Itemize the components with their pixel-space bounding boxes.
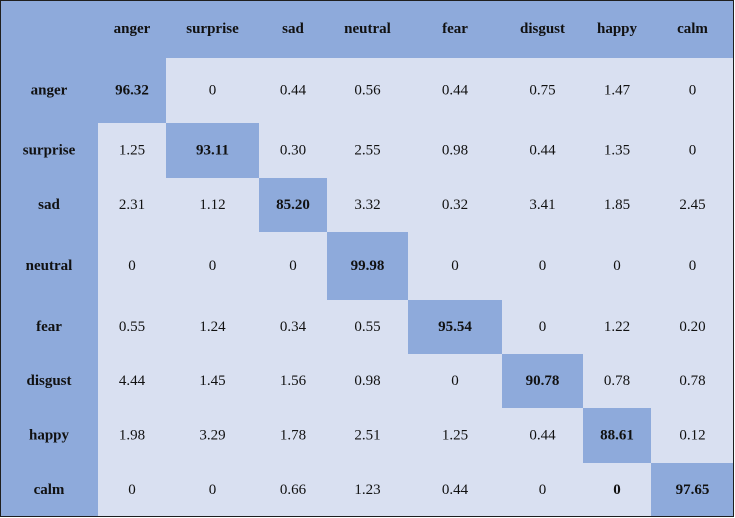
diagonal-cell-sad (259, 178, 327, 232)
cell-sad-calm: 2.45 (679, 197, 705, 213)
cell-surprise-happy: 1.35 (604, 143, 630, 159)
cell-happy-surprise: 3.29 (199, 428, 225, 444)
cell-neutral-disgust: 0 (539, 258, 547, 274)
cell-sad-neutral: 3.32 (354, 197, 380, 213)
diagonal-cell-calm (651, 463, 734, 517)
cell-disgust-disgust: 90.78 (526, 373, 560, 389)
diagonal-cell-anger (98, 58, 166, 123)
cell-sad-sad: 85.20 (276, 197, 310, 213)
cell-anger-neutral: 0.56 (354, 83, 381, 99)
row-header-surprise: surprise (23, 143, 76, 159)
cell-calm-neutral: 1.23 (354, 482, 380, 498)
cell-disgust-sad: 1.56 (280, 373, 307, 389)
diagonal-cell-fear (408, 300, 502, 354)
cell-disgust-surprise: 1.45 (199, 373, 225, 389)
cell-calm-disgust: 0 (539, 482, 547, 498)
cell-disgust-anger: 4.44 (119, 373, 146, 389)
cell-fear-surprise: 1.24 (199, 319, 226, 335)
cell-fear-anger: 0.55 (119, 319, 145, 335)
row-header-happy: happy (29, 428, 70, 444)
column-header-surprise: surprise (186, 21, 239, 37)
column-header-happy: happy (597, 21, 638, 37)
row-header-calm: calm (34, 482, 65, 498)
column-header-neutral: neutral (344, 21, 391, 37)
diagonal-cell-surprise (166, 123, 259, 178)
row-header-neutral: neutral (26, 258, 73, 274)
cell-surprise-anger: 1.25 (119, 143, 145, 159)
cell-happy-happy: 88.61 (600, 428, 634, 444)
cell-happy-fear: 1.25 (442, 428, 468, 444)
cell-surprise-neutral: 2.55 (354, 143, 380, 159)
cell-fear-disgust: 0 (539, 319, 547, 335)
labels-layer: anger surprise sad neutral fear disgust happy c… (23, 21, 710, 498)
cell-disgust-calm: 0.78 (679, 373, 705, 389)
cell-anger-surprise: 0 (209, 83, 217, 99)
cell-anger-happy: 1.47 (604, 83, 631, 99)
cell-disgust-happy: 0.78 (604, 373, 630, 389)
cell-calm-anger: 0 (128, 482, 136, 498)
cell-surprise-fear: 0.98 (442, 143, 468, 159)
cell-disgust-fear: 0 (451, 373, 459, 389)
cell-sad-anger: 2.31 (119, 197, 145, 213)
cell-neutral-happy: 0 (613, 258, 621, 274)
column-header-band (0, 0, 734, 58)
cell-sad-fear: 0.32 (442, 197, 468, 213)
cell-anger-anger: 96.32 (115, 83, 149, 99)
cell-calm-sad: 0.66 (280, 482, 307, 498)
cell-fear-sad: 0.34 (280, 319, 307, 335)
diagonal-cell-disgust (502, 354, 583, 408)
cell-neutral-anger: 0 (128, 258, 136, 274)
cell-anger-fear: 0.44 (442, 83, 469, 99)
cell-sad-happy: 1.85 (604, 197, 630, 213)
cell-surprise-disgust: 0.44 (529, 143, 556, 159)
cell-happy-disgust: 0.44 (529, 428, 556, 444)
column-header-calm: calm (677, 21, 708, 37)
cell-happy-neutral: 2.51 (354, 428, 380, 444)
cell-disgust-neutral: 0.98 (354, 373, 380, 389)
cell-fear-calm: 0.20 (679, 319, 705, 335)
cell-neutral-calm: 0 (689, 258, 697, 274)
diagonal-cell-neutral (327, 232, 408, 300)
diagonal-cell-happy (583, 408, 651, 463)
column-header-sad: sad (282, 21, 304, 37)
cell-sad-surprise: 1.12 (199, 197, 225, 213)
cell-happy-sad: 1.78 (280, 428, 306, 444)
cell-happy-anger: 1.98 (119, 428, 145, 444)
cell-anger-disgust: 0.75 (529, 83, 555, 99)
cell-calm-happy: 0 (613, 482, 621, 498)
cell-surprise-sad: 0.30 (280, 143, 306, 159)
cell-anger-calm: 0 (689, 83, 697, 99)
cell-neutral-sad: 0 (289, 258, 297, 274)
cell-calm-fear: 0.44 (442, 482, 469, 498)
row-header-sad: sad (38, 197, 60, 213)
cell-neutral-surprise: 0 (209, 258, 217, 274)
cell-neutral-fear: 0 (451, 258, 459, 274)
column-header-fear: fear (442, 21, 468, 37)
cell-happy-calm: 0.12 (679, 428, 705, 444)
row-header-anger: anger (31, 83, 68, 99)
cell-surprise-surprise: 93.11 (196, 143, 229, 159)
row-header-fear: fear (36, 319, 62, 335)
column-header-anger: anger (114, 21, 151, 37)
cell-anger-sad: 0.44 (280, 83, 307, 99)
column-header-disgust: disgust (520, 21, 565, 37)
cell-fear-neutral: 0.55 (354, 319, 380, 335)
cell-calm-calm: 97.65 (676, 482, 710, 498)
cell-sad-disgust: 3.41 (529, 197, 555, 213)
cell-surprise-calm: 0 (689, 143, 697, 159)
row-header-band (0, 0, 98, 517)
cell-fear-fear: 95.54 (438, 319, 472, 335)
cell-neutral-neutral: 99.98 (351, 258, 385, 274)
cell-calm-surprise: 0 (209, 482, 217, 498)
cell-fear-happy: 1.22 (604, 319, 630, 335)
row-header-disgust: disgust (26, 373, 71, 389)
